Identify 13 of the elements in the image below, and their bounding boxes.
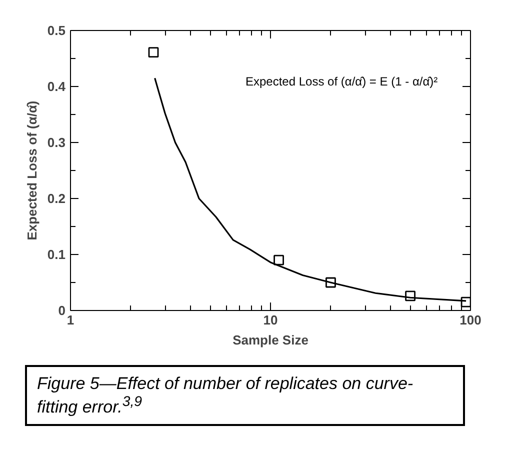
annotation: Expected Loss of (α/α̂) = E (1 - α/α̂)² [246, 74, 438, 88]
y-tick-label: 0.1 [47, 247, 66, 262]
y-tick-label: 0.3 [47, 135, 66, 150]
x-tick-label: 10 [263, 312, 278, 328]
x-axis-title: Sample Size [232, 332, 308, 348]
caption: Figure 5—Effect of number of replicates on curve-fitting error.$^{3,9}$ [37, 373, 414, 418]
x-tick-label: 1 [66, 312, 74, 328]
y-axis-title: Expected Loss of (α/α̂) [24, 100, 40, 240]
y-tick-label: 0 [58, 303, 66, 318]
y-tick-label: 0.2 [47, 191, 66, 206]
y-tick-label: 0.5 [47, 23, 66, 38]
y-tick-label: 0.4 [47, 79, 66, 94]
x-tick-label: 100 [460, 312, 482, 328]
